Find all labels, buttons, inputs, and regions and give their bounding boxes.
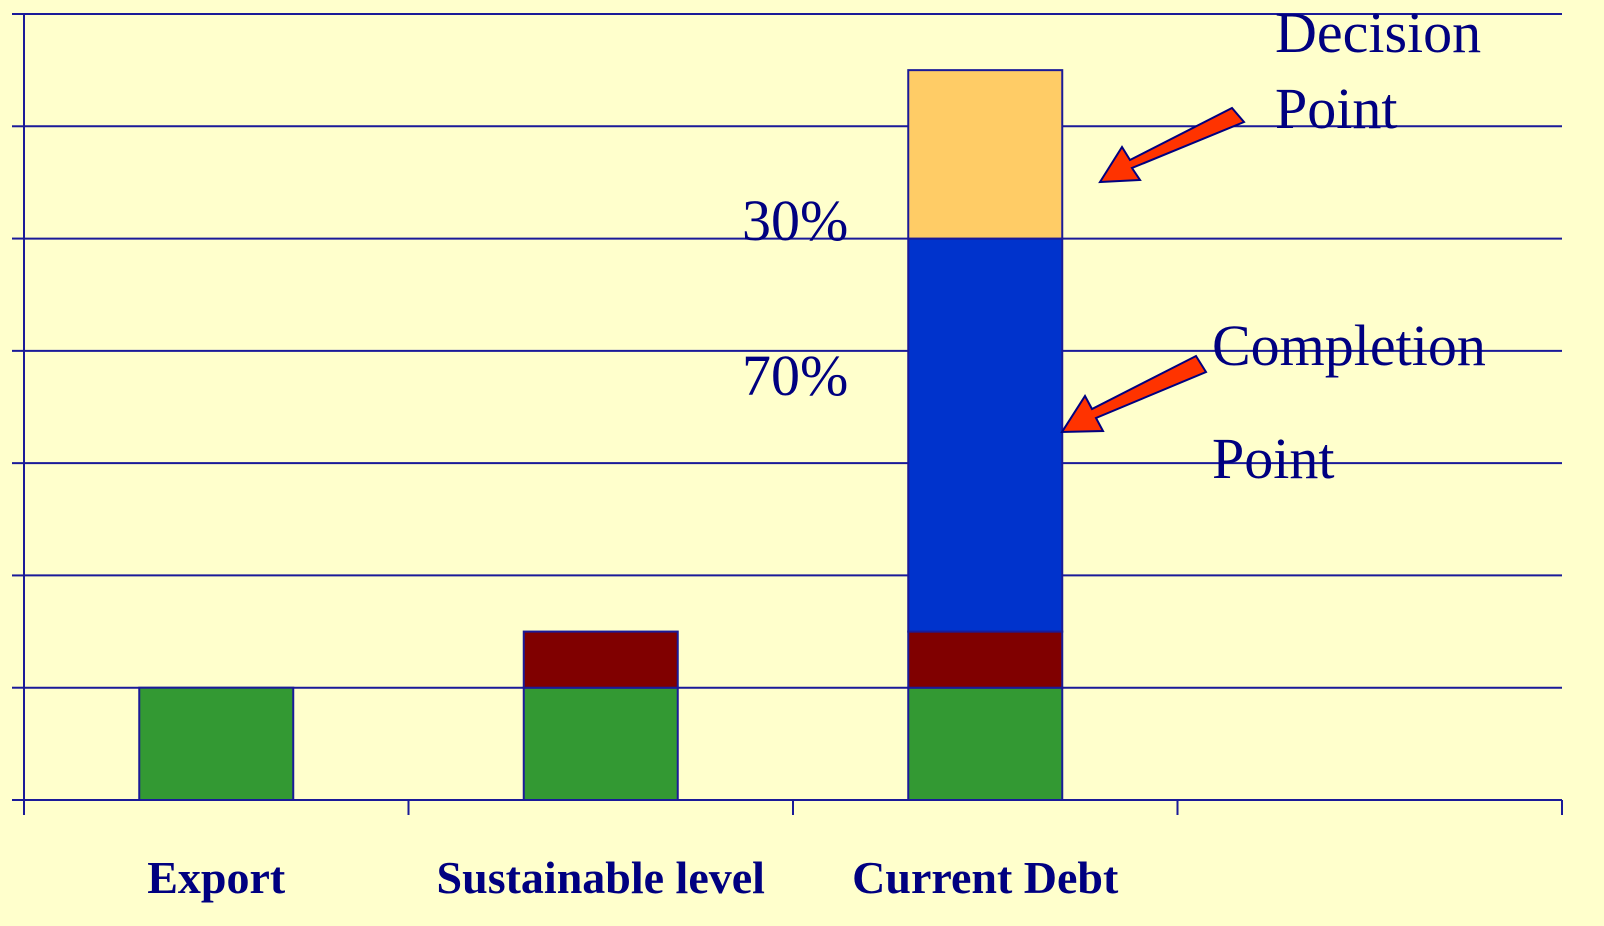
x-tick-label: Sustainable level: [437, 852, 765, 903]
arrow: [1098, 106, 1246, 184]
bar-segment: [907, 237, 1064, 633]
bar-segment: [907, 630, 1064, 689]
annotation: Completion: [1212, 313, 1486, 378]
annotation: Decision: [1275, 0, 1481, 65]
bar-segment: [907, 69, 1064, 240]
arrow: [1060, 354, 1208, 434]
annotation: 70%: [742, 343, 848, 408]
annotation: 30%: [742, 188, 848, 253]
annotation: Point: [1212, 426, 1335, 491]
bar-segment: [138, 686, 295, 802]
annotation: Point: [1275, 76, 1398, 141]
x-tick-label: Export: [147, 852, 286, 903]
bar-segment: [522, 686, 679, 802]
bar-segment: [522, 630, 679, 689]
bar-segment: [907, 686, 1064, 802]
plot: [12, 13, 1563, 815]
x-tick-label: Current Debt: [852, 852, 1119, 903]
